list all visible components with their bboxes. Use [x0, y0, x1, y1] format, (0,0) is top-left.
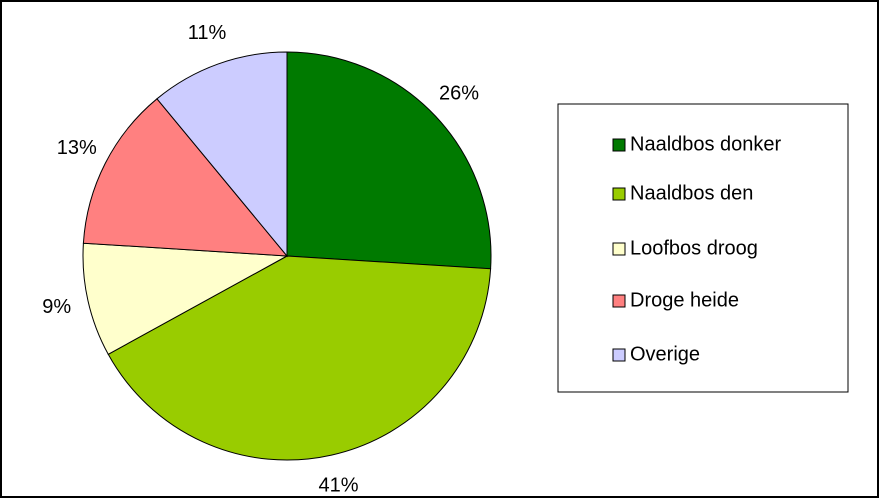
pie-slice: [82, 242, 289, 355]
legend-label: Loofbos droog: [630, 237, 758, 259]
legend-swatch: [612, 294, 626, 308]
pie-slice: [107, 255, 492, 461]
pie-slice: [82, 98, 289, 257]
legend-swatch: [612, 187, 626, 201]
legend-label: Overige: [630, 343, 700, 365]
pie-slice: [156, 51, 288, 258]
legend-label: Droge heide: [630, 289, 739, 311]
legend-swatch: [612, 242, 626, 256]
data-label: 11%: [188, 22, 227, 44]
legend-box: [557, 103, 849, 393]
legend-swatch: [612, 138, 626, 152]
legend-label: Naaldbos den: [630, 182, 753, 204]
data-label: 13%: [57, 137, 97, 159]
data-label: 9%: [42, 296, 71, 318]
legend-label: Naaldbos donker: [630, 133, 782, 155]
pie-slice: [286, 51, 492, 270]
data-label: 41%: [318, 475, 358, 497]
legend-swatch: [612, 348, 626, 362]
data-label: 26%: [439, 83, 479, 105]
